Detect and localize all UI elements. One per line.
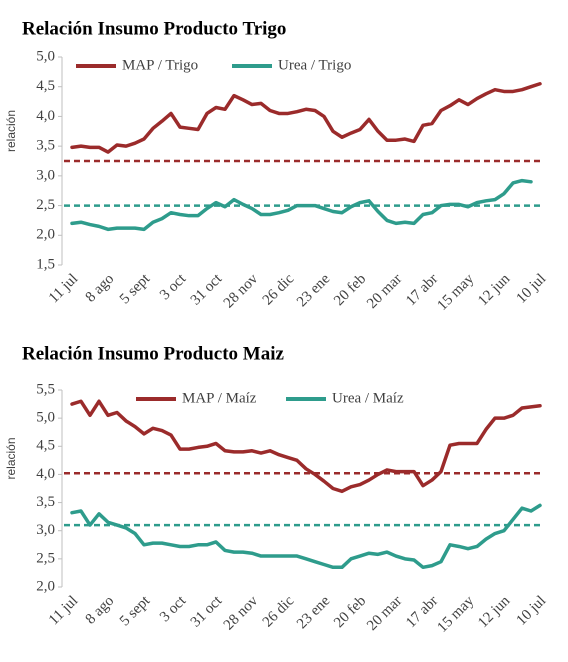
x-tick-label: 15 may: [434, 593, 477, 636]
x-tick-label: 23 ene: [294, 271, 334, 311]
y-tick-label: 3,5: [36, 138, 55, 154]
x-tick-label: 23 ene: [294, 593, 334, 633]
x-tick-label: 10 jul: [513, 593, 549, 629]
legend-label: Urea / Maíz: [332, 390, 404, 406]
y-axis-label: relación: [4, 437, 18, 479]
y-tick-label: 4,5: [36, 78, 55, 94]
y-tick-label: 4,0: [36, 466, 55, 482]
x-tick-label: 26 dic: [260, 593, 298, 631]
x-tick-label: 12 jun: [475, 593, 513, 631]
x-tick-label: 5 sept: [117, 270, 154, 307]
chart-title: Relación Insumo Producto Maiz: [22, 343, 285, 364]
x-tick-label: 28 nov: [221, 271, 262, 312]
x-tick-label: 15 may: [434, 271, 477, 314]
x-tick-label: 31 oct: [188, 270, 226, 308]
x-tick-label: 10 jul: [513, 271, 549, 307]
x-tick-label: 26 dic: [260, 271, 298, 309]
x-tick-label: 28 nov: [221, 593, 262, 634]
legend-label: MAP / Trigo: [122, 57, 198, 73]
y-tick-label: 5,0: [36, 410, 55, 426]
x-tick-label: 8 ago: [83, 593, 118, 628]
y-tick-label: 3,0: [36, 522, 55, 538]
x-tick-label: 20 feb: [331, 271, 369, 309]
x-tick-label: 20 feb: [331, 593, 369, 631]
legend-label: MAP / Maíz: [182, 390, 257, 406]
y-tick-label: 3,5: [36, 494, 55, 510]
series-line: [70, 503, 542, 570]
y-tick-label: 4,0: [36, 108, 55, 124]
x-tick-label: 20 mar: [364, 271, 405, 312]
x-tick-label: 5 sept: [117, 592, 154, 629]
chart-title: Relación Insumo Producto Trigo: [22, 18, 286, 39]
y-tick-label: 2,0: [36, 227, 55, 243]
series-line: [70, 399, 542, 494]
y-tick-label: 2,5: [36, 197, 55, 213]
y-tick-label: 2,0: [36, 578, 55, 594]
y-tick-label: 1,5: [36, 256, 55, 272]
y-tick-label: 4,5: [36, 438, 55, 454]
y-axis-label: relación: [4, 110, 18, 152]
x-tick-label: 20 mar: [364, 593, 405, 634]
y-tick-label: 5,0: [36, 48, 55, 64]
x-tick-label: 31 oct: [188, 592, 226, 630]
x-tick-label: 3 oct: [157, 592, 190, 625]
x-tick-label: 11 jul: [46, 593, 81, 628]
x-tick-label: 12 jun: [475, 271, 513, 309]
legend-label: Urea / Trigo: [278, 57, 351, 73]
x-tick-label: 8 ago: [83, 271, 118, 306]
series-line: [70, 178, 533, 232]
y-tick-label: 2,5: [36, 550, 55, 566]
series-line: [70, 81, 542, 154]
y-tick-label: 3,0: [36, 167, 55, 183]
x-tick-label: 3 oct: [157, 270, 190, 303]
x-tick-label: 11 jul: [46, 271, 81, 306]
y-tick-label: 5,5: [36, 381, 55, 397]
